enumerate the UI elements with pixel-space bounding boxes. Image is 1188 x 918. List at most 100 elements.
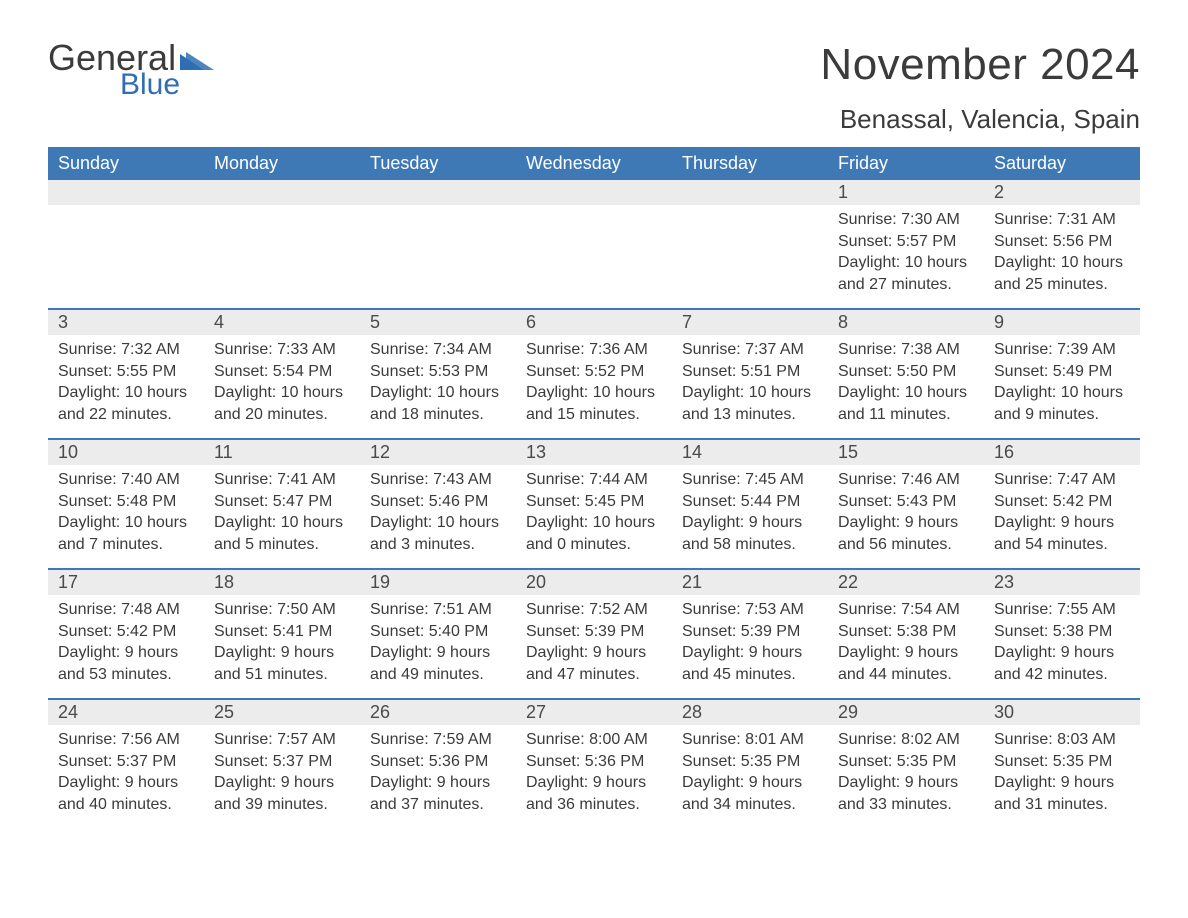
daylight-text: Daylight: 10 hours and 11 minutes. bbox=[838, 382, 974, 425]
day-cell: 7Sunrise: 7:37 AMSunset: 5:51 PMDaylight… bbox=[672, 310, 828, 438]
day-cell: 16 Sunrise: 7:47 AMSunset: 5:42 PMDayligh… bbox=[984, 440, 1140, 568]
sunrise-text: Sunrise: 7:47 AM bbox=[994, 469, 1130, 491]
daylight-text: Daylight: 10 hours and 22 minutes. bbox=[58, 382, 194, 425]
daylight-text: Daylight: 9 hours and 56 minutes. bbox=[838, 512, 974, 555]
week-row: 3Sunrise: 7:32 AMSunset: 5:55 PMDaylight… bbox=[48, 308, 1140, 438]
daylight-text: Daylight: 9 hours and 42 minutes. bbox=[994, 642, 1130, 685]
day-cell: 3Sunrise: 7:32 AMSunset: 5:55 PMDaylight… bbox=[48, 310, 204, 438]
day-number bbox=[204, 180, 360, 205]
sunrise-text: Sunrise: 7:30 AM bbox=[838, 209, 974, 231]
sunrise-text: Sunrise: 7:54 AM bbox=[838, 599, 974, 621]
day-body: Sunrise: 7:56 AMSunset: 5:37 PMDaylight:… bbox=[48, 725, 204, 823]
sunset-text: Sunset: 5:35 PM bbox=[994, 751, 1130, 773]
day-body: Sunrise: 8:03 AMSunset: 5:35 PMDaylight:… bbox=[984, 725, 1140, 823]
day-body: Sunrise: 7:50 AMSunset: 5:41 PMDaylight:… bbox=[204, 595, 360, 693]
weekday-header-row: Sunday Monday Tuesday Wednesday Thursday… bbox=[48, 147, 1140, 180]
day-body: Sunrise: 7:36 AMSunset: 5:52 PMDaylight:… bbox=[516, 335, 672, 433]
day-number: 20 bbox=[516, 570, 672, 595]
title-block: November 2024 Benassal, Valencia, Spain bbox=[820, 40, 1140, 135]
daylight-text: Daylight: 9 hours and 47 minutes. bbox=[526, 642, 662, 685]
day-number: 11 bbox=[204, 440, 360, 465]
sunset-text: Sunset: 5:36 PM bbox=[370, 751, 506, 773]
day-number: 13 bbox=[516, 440, 672, 465]
sunset-text: Sunset: 5:55 PM bbox=[58, 361, 194, 383]
day-body: Sunrise: 7:31 AMSunset: 5:56 PMDaylight:… bbox=[984, 205, 1140, 303]
sunset-text: Sunset: 5:52 PM bbox=[526, 361, 662, 383]
sunrise-text: Sunrise: 7:46 AM bbox=[838, 469, 974, 491]
daylight-text: Daylight: 9 hours and 40 minutes. bbox=[58, 772, 194, 815]
sunset-text: Sunset: 5:37 PM bbox=[58, 751, 194, 773]
sunrise-text: Sunrise: 7:34 AM bbox=[370, 339, 506, 361]
day-body: Sunrise: 7:33 AMSunset: 5:54 PMDaylight:… bbox=[204, 335, 360, 433]
day-cell: 22Sunrise: 7:54 AMSunset: 5:38 PMDayligh… bbox=[828, 570, 984, 698]
day-body: Sunrise: 7:45 AMSunset: 5:44 PMDaylight:… bbox=[672, 465, 828, 563]
day-cell: 30Sunrise: 8:03 AMSunset: 5:35 PMDayligh… bbox=[984, 700, 1140, 828]
sunset-text: Sunset: 5:37 PM bbox=[214, 751, 350, 773]
day-number: 9 bbox=[984, 310, 1140, 335]
sunset-text: Sunset: 5:49 PM bbox=[994, 361, 1130, 383]
day-cell: 5Sunrise: 7:34 AMSunset: 5:53 PMDaylight… bbox=[360, 310, 516, 438]
sunset-text: Sunset: 5:42 PM bbox=[58, 621, 194, 643]
sunset-text: Sunset: 5:35 PM bbox=[838, 751, 974, 773]
day-cell bbox=[204, 180, 360, 308]
week-row: 24Sunrise: 7:56 AMSunset: 5:37 PMDayligh… bbox=[48, 698, 1140, 828]
sunset-text: Sunset: 5:47 PM bbox=[214, 491, 350, 513]
day-cell bbox=[360, 180, 516, 308]
weekday-header: Saturday bbox=[984, 147, 1140, 180]
day-cell: 20Sunrise: 7:52 AMSunset: 5:39 PMDayligh… bbox=[516, 570, 672, 698]
sunrise-text: Sunrise: 7:40 AM bbox=[58, 469, 194, 491]
sunset-text: Sunset: 5:39 PM bbox=[526, 621, 662, 643]
sunset-text: Sunset: 5:48 PM bbox=[58, 491, 194, 513]
sunrise-text: Sunrise: 7:31 AM bbox=[994, 209, 1130, 231]
day-number: 21 bbox=[672, 570, 828, 595]
day-number: 22 bbox=[828, 570, 984, 595]
weekday-header: Wednesday bbox=[516, 147, 672, 180]
sunset-text: Sunset: 5:40 PM bbox=[370, 621, 506, 643]
daylight-text: Daylight: 9 hours and 49 minutes. bbox=[370, 642, 506, 685]
day-number: 23 bbox=[984, 570, 1140, 595]
daylight-text: Daylight: 9 hours and 54 minutes. bbox=[994, 512, 1130, 555]
day-cell: 6Sunrise: 7:36 AMSunset: 5:52 PMDaylight… bbox=[516, 310, 672, 438]
day-body: Sunrise: 7:41 AMSunset: 5:47 PMDaylight:… bbox=[204, 465, 360, 563]
day-body: Sunrise: 8:02 AMSunset: 5:35 PMDaylight:… bbox=[828, 725, 984, 823]
day-number: 17 bbox=[48, 570, 204, 595]
sunrise-text: Sunrise: 8:01 AM bbox=[682, 729, 818, 751]
day-cell bbox=[672, 180, 828, 308]
day-cell bbox=[48, 180, 204, 308]
sunrise-text: Sunrise: 7:39 AM bbox=[994, 339, 1130, 361]
weekday-header: Friday bbox=[828, 147, 984, 180]
daylight-text: Daylight: 10 hours and 18 minutes. bbox=[370, 382, 506, 425]
day-body: Sunrise: 7:40 AMSunset: 5:48 PMDaylight:… bbox=[48, 465, 204, 563]
month-title: November 2024 bbox=[820, 40, 1140, 90]
day-cell bbox=[516, 180, 672, 308]
daylight-text: Daylight: 9 hours and 36 minutes. bbox=[526, 772, 662, 815]
day-number: 7 bbox=[672, 310, 828, 335]
sunrise-text: Sunrise: 7:48 AM bbox=[58, 599, 194, 621]
day-cell: 15Sunrise: 7:46 AMSunset: 5:43 PMDayligh… bbox=[828, 440, 984, 568]
weekday-header: Thursday bbox=[672, 147, 828, 180]
sunset-text: Sunset: 5:46 PM bbox=[370, 491, 506, 513]
daylight-text: Daylight: 9 hours and 53 minutes. bbox=[58, 642, 194, 685]
daylight-text: Daylight: 9 hours and 31 minutes. bbox=[994, 772, 1130, 815]
day-cell: 21Sunrise: 7:53 AMSunset: 5:39 PMDayligh… bbox=[672, 570, 828, 698]
day-cell: 26Sunrise: 7:59 AMSunset: 5:36 PMDayligh… bbox=[360, 700, 516, 828]
week-row: 17Sunrise: 7:48 AMSunset: 5:42 PMDayligh… bbox=[48, 568, 1140, 698]
day-body: Sunrise: 7:48 AMSunset: 5:42 PMDaylight:… bbox=[48, 595, 204, 693]
sunrise-text: Sunrise: 7:56 AM bbox=[58, 729, 194, 751]
location-label: Benassal, Valencia, Spain bbox=[820, 104, 1140, 135]
sunset-text: Sunset: 5:57 PM bbox=[838, 231, 974, 253]
day-cell: 29Sunrise: 8:02 AMSunset: 5:35 PMDayligh… bbox=[828, 700, 984, 828]
sunset-text: Sunset: 5:42 PM bbox=[994, 491, 1130, 513]
day-body: Sunrise: 7:55 AMSunset: 5:38 PMDaylight:… bbox=[984, 595, 1140, 693]
day-number: 14 bbox=[672, 440, 828, 465]
day-number: 16 bbox=[984, 440, 1140, 465]
sunrise-text: Sunrise: 8:02 AM bbox=[838, 729, 974, 751]
day-number: 1 bbox=[828, 180, 984, 205]
daylight-text: Daylight: 9 hours and 33 minutes. bbox=[838, 772, 974, 815]
day-body: Sunrise: 7:54 AMSunset: 5:38 PMDaylight:… bbox=[828, 595, 984, 693]
daylight-text: Daylight: 10 hours and 0 minutes. bbox=[526, 512, 662, 555]
day-cell: 1Sunrise: 7:30 AMSunset: 5:57 PMDaylight… bbox=[828, 180, 984, 308]
day-number: 29 bbox=[828, 700, 984, 725]
day-body: Sunrise: 7:34 AMSunset: 5:53 PMDaylight:… bbox=[360, 335, 516, 433]
week-row: 10Sunrise: 7:40 AMSunset: 5:48 PMDayligh… bbox=[48, 438, 1140, 568]
